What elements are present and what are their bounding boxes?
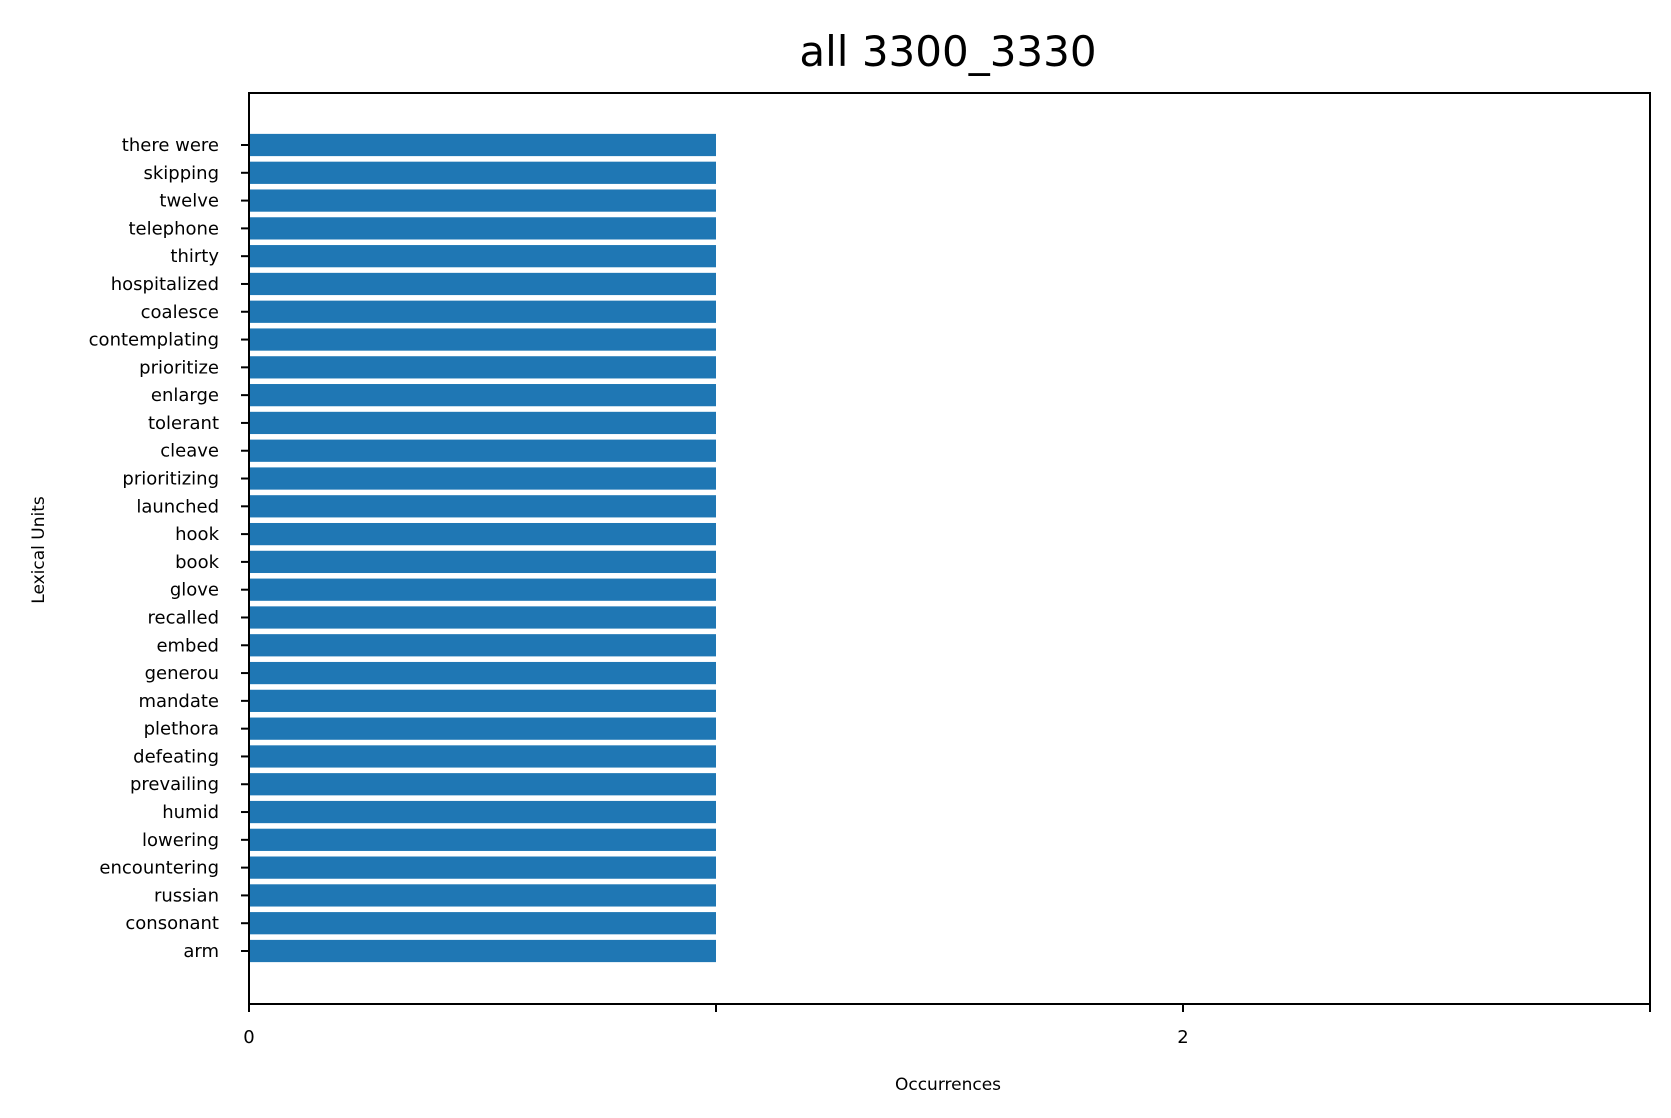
bar-3 [249, 217, 716, 240]
y-axis-label: Lexical Units [29, 496, 49, 604]
bar-22 [249, 745, 716, 768]
bars-group [249, 133, 716, 963]
bar-17 [249, 606, 716, 629]
y-tick-label: tolerant [148, 413, 219, 434]
y-tick-label: russian [154, 885, 219, 906]
bar-9 [249, 384, 716, 407]
y-tick-label: lowering [142, 830, 219, 851]
bar-14 [249, 522, 716, 546]
y-tick-label: prioritizing [122, 469, 219, 490]
y-tick-label: mandate [138, 691, 219, 712]
bar-29 [249, 939, 716, 963]
bar-1 [249, 161, 716, 184]
y-tick-label: twelve [159, 191, 219, 212]
bar-16 [249, 578, 716, 601]
bar-28 [249, 912, 716, 935]
y-tick-label: arm [183, 941, 219, 962]
y-tick-label: hospitalized [111, 274, 219, 295]
bar-7 [249, 328, 716, 351]
bar-24 [249, 800, 716, 824]
bar-10 [249, 411, 716, 435]
bar-0 [249, 133, 716, 157]
x-axis-label: Occurrences [895, 1075, 1001, 1095]
bar-19 [249, 661, 716, 685]
bar-18 [249, 634, 716, 657]
y-tick-label: there were [122, 135, 219, 156]
y-tick-label: telephone [128, 218, 219, 239]
y-tick-label: hook [175, 524, 219, 545]
bar-27 [249, 884, 716, 907]
y-tick-label: plethora [144, 719, 219, 740]
y-tick-label: defeating [133, 746, 219, 767]
bar-15 [249, 550, 716, 574]
bar-12 [249, 467, 716, 490]
y-tick-label: coalesce [141, 302, 219, 323]
y-tick-label: thirty [170, 246, 219, 267]
y-tick-label: prevailing [130, 774, 219, 795]
x-tick-label: 0 [243, 1027, 254, 1048]
bar-5 [249, 272, 716, 296]
bar-2 [249, 189, 716, 212]
bar-6 [249, 300, 716, 323]
y-tick-label: prioritize [139, 357, 219, 378]
bar-20 [249, 689, 716, 712]
y-tick-label: launched [136, 496, 219, 517]
bar-13 [249, 495, 716, 518]
bar-26 [249, 856, 716, 879]
plot-frame [248, 92, 1651, 1005]
y-tick-label: embed [156, 635, 219, 656]
y-tick-label: skipping [144, 163, 220, 184]
bar-25 [249, 828, 716, 851]
chart-title: all 3300_3330 [799, 27, 1096, 76]
y-tick-label: humid [162, 802, 219, 823]
y-tick-label: recalled [147, 607, 219, 628]
bar-11 [249, 439, 716, 462]
y-tick-label: contemplating [89, 330, 219, 351]
y-tick-label: generou [145, 663, 219, 684]
y-tick-label: consonant [125, 913, 219, 934]
x-tick-label: 2 [1177, 1027, 1188, 1048]
bar-21 [249, 717, 716, 740]
y-tick-label: glove [170, 580, 219, 601]
y-axis-ticks: there were skipping twelve telephone thirty h… [89, 135, 249, 962]
y-tick-label: book [175, 552, 219, 573]
y-tick-label: encountering [99, 858, 219, 879]
bar-8 [249, 356, 716, 379]
bar-4 [249, 245, 716, 268]
y-tick-label: enlarge [151, 385, 219, 406]
bar-23 [249, 773, 716, 796]
y-tick-label: cleave [160, 441, 219, 462]
